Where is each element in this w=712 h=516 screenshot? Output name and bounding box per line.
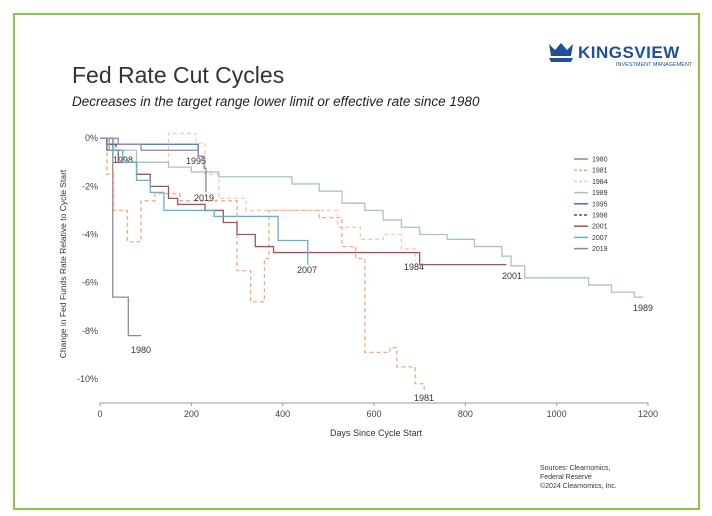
logo-tagline: INVESTMENT MANAGEMENT [616, 62, 693, 68]
y-tick-label: 0% [85, 133, 98, 143]
x-tick-label: 600 [366, 409, 381, 419]
x-tick-label: 1000 [547, 409, 567, 419]
source-line: Federal Reserve [540, 474, 592, 481]
series-line [100, 137, 644, 298]
logo-base [549, 58, 573, 62]
y-tick-label: -2% [82, 181, 98, 191]
series-end-label: 2007 [297, 265, 317, 275]
series-line [100, 137, 309, 265]
series-line [100, 137, 207, 193]
source-line: Sources: Clearnomics, [540, 465, 610, 472]
legend-label: 1984 [592, 179, 608, 186]
logo-crown [549, 43, 573, 56]
series-line [100, 137, 425, 391]
series-end-label: 1989 [633, 303, 653, 313]
legend-label: 1989 [592, 190, 608, 197]
legend-label: 2007 [592, 235, 608, 242]
y-axis-label: Change in Fed Funds Rate Relative to Cyc… [58, 169, 68, 358]
frame [13, 13, 700, 510]
legend-label: 1981 [592, 168, 608, 175]
chart-subtitle: Decreases in the target range lower limi… [72, 94, 480, 109]
series-end-label: 1984 [404, 262, 424, 272]
chart-title: Fed Rate Cut Cycles [72, 62, 284, 88]
x-axis-label: Days Since Cycle Start [330, 428, 423, 438]
legend-label: 2019 [592, 246, 608, 253]
x-tick-label: 800 [458, 409, 473, 419]
legend-label: 1998 [592, 213, 608, 220]
legend-label: 1980 [592, 157, 608, 164]
x-tick-label: 1200 [638, 409, 658, 419]
series-end-label: 1995 [186, 156, 206, 166]
legend-label: 2001 [592, 224, 608, 231]
series-end-label: 1981 [414, 393, 434, 403]
x-tick-label: 200 [184, 409, 199, 419]
source-line: ©2024 Clearnomics, Inc. [540, 482, 617, 490]
y-tick-label: -4% [82, 230, 98, 240]
legend-label: 1995 [592, 201, 608, 208]
logo-name: KINGSVIEW [578, 43, 680, 62]
series-end-label: 1980 [131, 345, 151, 355]
x-tick-label: 400 [275, 409, 290, 419]
y-tick-label: -8% [82, 326, 98, 336]
series-end-label: 2019 [194, 193, 214, 203]
series-end-label: 2001 [502, 271, 522, 281]
logo: KINGSVIEW INVESTMENT MANAGEMENT [549, 43, 693, 68]
y-tick-label: -10% [77, 374, 98, 384]
y-tick-label: -6% [82, 278, 98, 288]
x-tick-label: 0 [97, 409, 102, 419]
